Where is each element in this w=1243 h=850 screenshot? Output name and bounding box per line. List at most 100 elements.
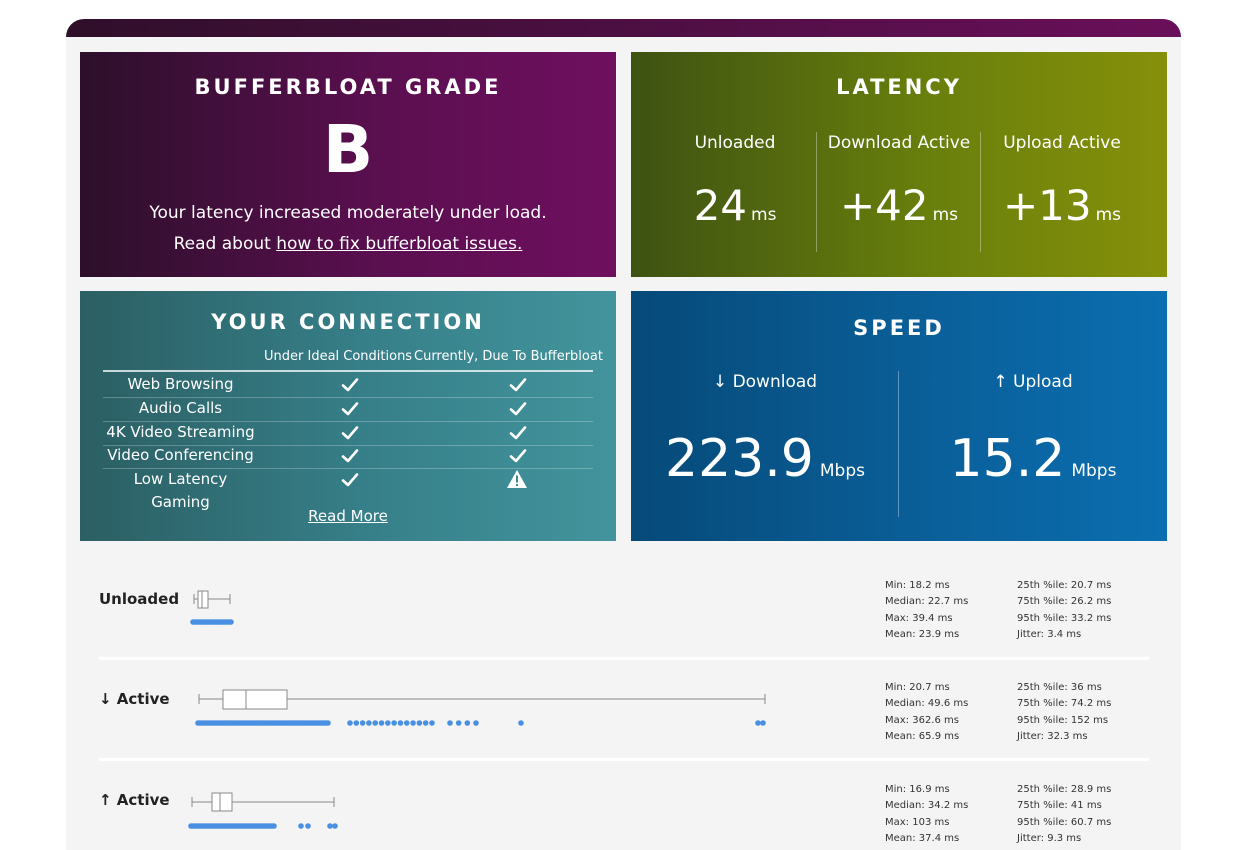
stat-p95: 95th %ile: 33.2 ms [1017, 612, 1112, 624]
stat-median: Median: 22.7 ms [885, 596, 969, 608]
stats-label-upload-active: ↑ Active [99, 791, 170, 809]
sample-dot [422, 720, 429, 726]
latency-title: LATENCY [836, 75, 962, 99]
row-rule [103, 468, 593, 469]
check-icon [341, 376, 359, 394]
download-value: 223.9 [665, 429, 814, 489]
stat-jitter: Jitter: 3.4 ms [1017, 628, 1082, 640]
stat-median: Median: 49.6 ms [885, 698, 969, 710]
latency-upload-active: Upload Active +13 ms [980, 132, 1144, 241]
latency-value: +13 [1002, 181, 1092, 230]
boxplot-upload-active [188, 792, 338, 829]
your-connection-card: YOUR CONNECTION Under Ideal Conditions C… [80, 291, 616, 541]
check-icon [509, 376, 527, 394]
latency-label: Unloaded [694, 133, 776, 153]
latency-value: +42 [839, 181, 929, 230]
latency-unit: ms [751, 205, 777, 225]
connection-row-label: Audio Calls [138, 399, 223, 417]
sample-dot [271, 823, 277, 829]
sample-dot [410, 720, 416, 726]
latency-unloaded: Unloaded 24 ms [653, 132, 817, 241]
check-icon [341, 471, 359, 489]
fix-bufferbloat-link[interactable]: how to fix bufferbloat issues. [276, 234, 523, 254]
download-label: ↓ Download [712, 372, 818, 392]
sample-dot [305, 823, 311, 829]
connection-row: Video Conferencing [103, 444, 593, 467]
grade-description: Your latency increased moderately under … [149, 203, 547, 223]
check-icon [341, 424, 359, 442]
read-more-link[interactable]: Read More [308, 507, 388, 525]
stat-text: Min: 16.9 ms Median: 34.2 ms Max: 103 ms… [885, 782, 968, 847]
sample-dot [347, 720, 353, 726]
speed-card: SPEED ↓ Download 223.9 Mbps ↑ Upload 15.2… [631, 291, 1167, 541]
latency-unit: ms [1095, 205, 1122, 225]
connection-row-label: 4K Video Streaming [106, 423, 255, 441]
read-more-wrap: Read More [80, 507, 616, 525]
sample-dot [429, 720, 435, 726]
stat-mean: Mean: 37.4 ms [885, 832, 960, 844]
speed-title: SPEED [853, 316, 945, 340]
grade-title: BUFFERBLOAT GRADE [194, 75, 502, 99]
top-accent-bar [66, 19, 1181, 37]
connection-row: Audio Calls [103, 397, 593, 420]
stat-max: Max: 39.4 ms [885, 612, 953, 624]
upload-unit: Mbps [1071, 461, 1117, 481]
connection-row-label: Low Latency Gaming [133, 470, 228, 511]
connection-title: YOUR CONNECTION [211, 310, 485, 334]
latency-label: Upload Active [1003, 133, 1121, 153]
column-header-ideal: Under Ideal Conditions [264, 349, 413, 364]
stat-p25: 25th %ile: 20.7 ms [1017, 580, 1112, 591]
sample-dot [755, 720, 761, 726]
connection-row: 4K Video Streaming [103, 421, 593, 444]
stat-jitter: Jitter: 9.3 ms [1017, 832, 1082, 844]
connection-row-label: Video Conferencing [107, 446, 254, 464]
row-separator [99, 657, 1149, 660]
iqr-box [222, 689, 288, 710]
sample-dots [188, 823, 338, 829]
sample-dot [366, 720, 372, 726]
stat-p25: 25th %ile: 36 ms [1017, 682, 1102, 693]
sample-dot [518, 720, 524, 726]
stat-text: Min: 18.2 ms Median: 22.7 ms Max: 39.4 m… [885, 578, 968, 643]
sample-dot [464, 720, 471, 726]
row-rule [103, 445, 593, 446]
stat-min: Min: 16.9 ms [885, 784, 950, 795]
connection-row-label: Web Browsing [127, 375, 234, 393]
sample-dot [391, 720, 397, 726]
sample-dots [195, 720, 766, 726]
stat-mean: Mean: 65.9 ms [885, 730, 960, 742]
row-rule [103, 397, 593, 398]
latency-download-active: Download Active +42 ms [817, 132, 981, 241]
upload-label: ↑ Upload [993, 372, 1073, 392]
check-icon [509, 447, 527, 465]
sample-dot [403, 720, 410, 726]
iqr-box [211, 792, 233, 812]
stat-text: 25th %ile: 20.7 ms 75th %ile: 26.2 ms 95… [1017, 578, 1111, 643]
sample-dot [298, 823, 304, 829]
check-icon [509, 400, 527, 418]
stat-p75: 75th %ile: 26.2 ms [1017, 596, 1112, 608]
stat-p25: 25th %ile: 28.9 ms [1017, 784, 1112, 795]
stat-median: Median: 34.2 ms [885, 800, 969, 812]
sample-dot [325, 720, 331, 726]
sample-dot [353, 720, 360, 726]
sample-dot [327, 823, 333, 829]
row-separator [99, 758, 1149, 761]
stat-min: Min: 18.2 ms [885, 580, 950, 591]
stat-text: Min: 20.7 ms Median: 49.6 ms Max: 362.6 … [885, 680, 968, 745]
sample-dot [416, 720, 423, 726]
speed-upload: ↑ Upload 15.2 Mbps [899, 371, 1167, 503]
check-icon [509, 424, 527, 442]
sample-dot [385, 720, 391, 726]
latency-card: LATENCY Unloaded 24 ms Download Active +4… [631, 52, 1167, 277]
upload-value: 15.2 [949, 429, 1066, 489]
check-icon [341, 400, 359, 418]
iqr-box [197, 590, 209, 609]
sample-dot [228, 619, 234, 625]
stat-text: 25th %ile: 28.9 ms 75th %ile: 41 ms 95th… [1017, 782, 1111, 847]
boxplot-download-active [195, 689, 766, 726]
sample-dot [473, 720, 479, 726]
sample-dot [397, 720, 404, 726]
column-header-current: Currently, Due To Bufferbloat [414, 349, 603, 364]
divider [816, 132, 817, 252]
